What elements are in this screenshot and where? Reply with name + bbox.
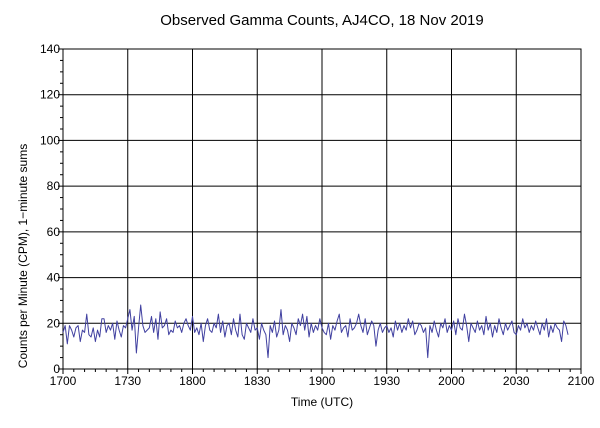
grid — [63, 49, 581, 369]
y-axis-label: Counts per Minute (CPM), 1−minute sums — [16, 144, 30, 368]
y-tick-label: 20 — [47, 316, 61, 330]
y-tick-label: 60 — [47, 225, 61, 239]
series-layer — [62, 304, 569, 359]
x-tick-label: 1900 — [309, 374, 336, 388]
x-tick-label: 2030 — [503, 374, 530, 388]
y-tick-label: 120 — [40, 88, 60, 102]
x-axis-ticks: 1700 1730 1800 1830 1900 1930 2000 2030 2100 — [50, 369, 595, 388]
x-axis-label: Time (UTC) — [291, 395, 353, 409]
x-tick-label: 1800 — [179, 374, 206, 388]
chart-title: Observed Gamma Counts, AJ4CO, 18 Nov 201… — [160, 12, 484, 29]
x-tick-label: 2100 — [568, 374, 595, 388]
y-axis-ticks: 0 20 40 60 80 100 120 140 — [40, 42, 63, 376]
x-tick-label: 1730 — [114, 374, 141, 388]
y-tick-label: 140 — [40, 42, 60, 56]
series-line — [62, 304, 569, 359]
x-tick-label: 1830 — [244, 374, 271, 388]
y-tick-label: 80 — [47, 179, 61, 193]
y-tick-label: 40 — [47, 271, 61, 285]
x-tick-label: 1700 — [50, 374, 77, 388]
y-tick-label: 100 — [40, 133, 60, 147]
y-tick-label: 0 — [53, 362, 60, 376]
x-tick-label: 1930 — [373, 374, 400, 388]
x-tick-label: 2000 — [438, 374, 465, 388]
